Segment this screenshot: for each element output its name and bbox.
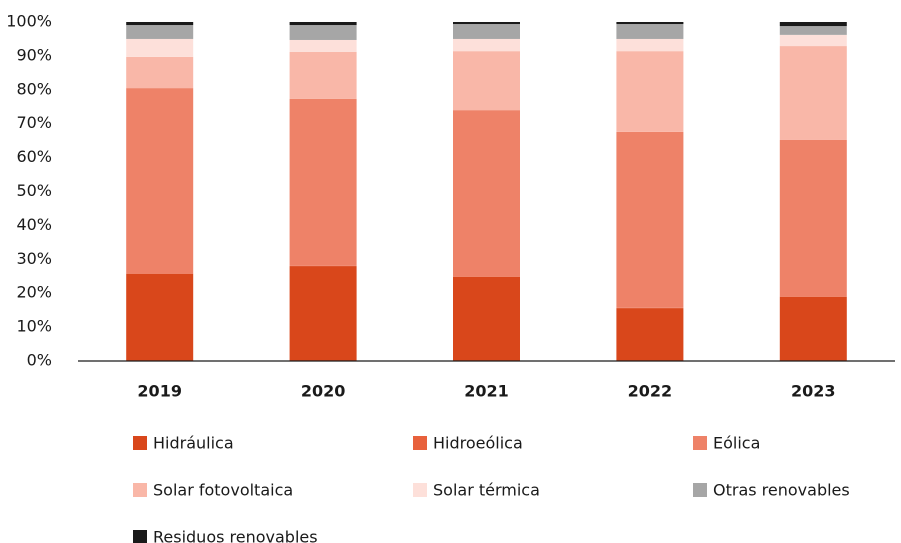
x-tick-label: 2019: [137, 382, 182, 401]
legend-swatch: [133, 436, 147, 450]
legend-label: Hidráulica: [153, 434, 234, 453]
bar-segment: [779, 46, 847, 140]
x-tick-label: 2022: [628, 382, 673, 401]
bar-segment: [779, 26, 847, 35]
bar-segment: [289, 266, 357, 361]
legend-label: Residuos renovables: [153, 528, 318, 543]
y-tick-label: 10%: [16, 317, 52, 336]
bar-segment: [289, 98, 357, 266]
bar-segment: [126, 22, 194, 26]
bar-segment: [289, 39, 357, 52]
legend-swatch: [413, 436, 427, 450]
legend-swatch: [413, 483, 427, 497]
legend-label: Solar térmica: [433, 481, 540, 500]
x-tick-label: 2021: [464, 382, 509, 401]
bar-segment: [126, 88, 194, 274]
bar-segment: [453, 24, 520, 39]
bar-segment: [616, 38, 684, 52]
legend-swatch: [133, 530, 147, 543]
y-tick-label: 0%: [27, 351, 52, 370]
bar-segment: [616, 131, 684, 308]
bar-segment: [616, 51, 684, 132]
y-tick-label: 20%: [16, 283, 52, 302]
y-tick-label: 60%: [16, 147, 52, 166]
bar-segment: [779, 139, 847, 297]
y-tick-label: 30%: [16, 249, 52, 268]
bar-segment: [453, 38, 520, 52]
x-tick-label: 2020: [301, 382, 346, 401]
bar-segment: [126, 273, 194, 361]
bar-segment: [126, 56, 194, 89]
legend-label: Hidroeólica: [433, 434, 523, 453]
legend-label: Solar fotovoltaica: [153, 481, 293, 500]
y-tick-label: 40%: [16, 215, 52, 234]
y-tick-label: 70%: [16, 113, 52, 132]
bar-segment: [453, 51, 520, 111]
y-tick-label: 90%: [16, 45, 52, 64]
bar-segment: [779, 296, 847, 361]
bar-segment: [616, 22, 684, 25]
bar-segment: [616, 308, 684, 361]
y-tick-label: 100%: [6, 12, 52, 31]
y-tick-label: 50%: [16, 181, 52, 200]
bar-segment: [126, 25, 194, 39]
bar-segment: [126, 38, 194, 57]
x-tick-label: 2023: [791, 382, 836, 401]
bar-segment: [616, 24, 684, 39]
legend-swatch: [133, 483, 147, 497]
bar-segment: [453, 22, 520, 25]
legend-swatch: [693, 436, 707, 450]
bar-segment: [289, 51, 357, 99]
bar-segment: [779, 34, 847, 47]
bar-segment: [289, 22, 357, 26]
legend-label: Otras renovables: [713, 481, 850, 500]
bar-segment: [779, 22, 847, 27]
legend-swatch: [693, 483, 707, 497]
bar-segment: [453, 276, 520, 361]
legend-label: Eólica: [713, 434, 760, 453]
bar-segment: [453, 110, 520, 277]
bar-segment: [289, 25, 357, 40]
y-tick-label: 80%: [16, 79, 52, 98]
